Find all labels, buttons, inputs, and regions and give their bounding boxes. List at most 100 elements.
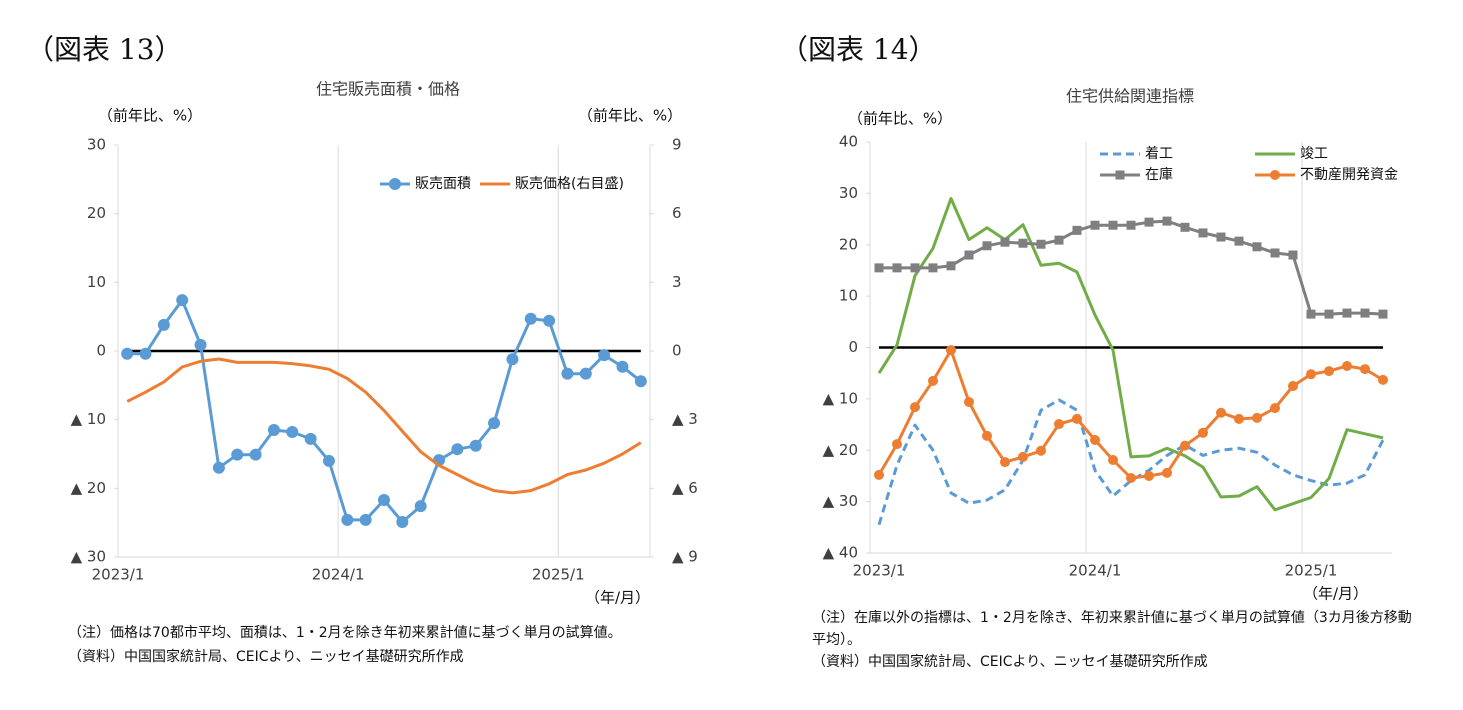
series-marker (616, 360, 629, 373)
series-line (877, 398, 1385, 526)
series-marker (1324, 309, 1334, 319)
y-tick-label: ▲ 20 (71, 479, 106, 497)
series-marker (1270, 403, 1280, 414)
series-marker (982, 241, 992, 251)
y-tick-label: ▲ 30 (823, 492, 858, 510)
legend-label: 不動産開発資金 (1300, 167, 1398, 183)
series-marker (598, 349, 611, 362)
series-marker (488, 417, 501, 430)
series-marker (946, 261, 956, 271)
series-marker (1126, 472, 1136, 483)
series-marker (1180, 440, 1190, 451)
legend-label: 販売価格(右目盛) (515, 176, 624, 192)
series-marker (1324, 366, 1334, 377)
note: （注）在庫以外の指標は、1・2月を除き、年初来累計値に基づく単月の試算値（3カ月… (812, 610, 1412, 648)
y-tick-label: ▲ 10 (71, 410, 106, 428)
y-tick-label: ▲ 20 (823, 441, 858, 459)
y-axis-label: （前年比、%） (98, 107, 202, 125)
series-marker (1378, 309, 1388, 319)
y2-tick-label: 9 (672, 136, 682, 154)
x-axis-label: （年/月） (1303, 585, 1368, 603)
note: （注）価格は70都市平均、面積は、1・2月を除き年初来累計値に基づく単月の試算値… (68, 625, 622, 641)
series-marker (139, 347, 152, 360)
x-axis-label: （年/月） (585, 589, 650, 607)
series-marker (1036, 445, 1046, 456)
y-tick-label: ▲ 30 (71, 548, 106, 566)
y-tick-label: 20 (839, 235, 858, 253)
x-tick-label: 2023/1 (92, 566, 145, 584)
series-marker (1162, 216, 1172, 226)
series-marker (579, 367, 592, 380)
legend-label: 着工 (1145, 146, 1173, 162)
series-marker (1306, 369, 1316, 380)
y-tick-label: 30 (839, 184, 858, 202)
y-axis-label: （前年比、%） (848, 110, 952, 128)
series-marker (1360, 308, 1370, 318)
y-tick-label: 0 (96, 342, 106, 360)
series-marker (1090, 220, 1100, 230)
chart-title: 住宅供給関連指標 (1066, 87, 1194, 106)
series-marker (469, 439, 482, 452)
series-marker (1216, 407, 1226, 418)
series-marker (121, 347, 134, 360)
y2-tick-label: ▲ 9 (672, 548, 698, 566)
series-marker (267, 423, 280, 436)
y-tick-label: ▲ 10 (823, 389, 858, 407)
series-marker (1036, 239, 1046, 249)
series-marker (982, 430, 992, 441)
y-tick-label: 40 (839, 133, 858, 151)
series-marker (543, 314, 556, 327)
series-marker (414, 500, 427, 513)
series-marker (1234, 413, 1244, 424)
y2-tick-label: 6 (672, 204, 682, 222)
series-marker (1342, 360, 1352, 371)
series-marker (1306, 309, 1316, 319)
series-marker (1360, 364, 1370, 375)
series-marker (359, 513, 372, 526)
series-marker (212, 461, 225, 474)
series-marker (874, 469, 884, 480)
series-marker (1054, 419, 1064, 430)
series-marker (910, 402, 920, 413)
y-tick-label: 30 (87, 136, 106, 154)
series-marker (1144, 217, 1154, 227)
legend-marker (389, 178, 401, 190)
series-marker (304, 432, 317, 445)
y-tick-label: 20 (87, 204, 106, 222)
series-marker (1000, 457, 1010, 468)
series-marker (634, 375, 647, 388)
figure-label: （図表 14） (780, 33, 937, 66)
series-marker (1108, 220, 1118, 230)
series-marker (341, 513, 354, 526)
legend-label: 在庫 (1145, 166, 1173, 183)
series-marker (1288, 381, 1298, 392)
series-marker (157, 318, 170, 331)
series-marker (194, 338, 207, 351)
series-line (126, 357, 642, 495)
y-tick-label: 0 (848, 338, 858, 356)
series-marker (928, 375, 938, 386)
x-tick-label: 2023/1 (853, 562, 906, 580)
series-marker (176, 294, 189, 307)
note: （資料）中国国家統計局、CEICより、ニッセイ基礎研究所作成 (812, 654, 1208, 670)
series-marker (396, 515, 409, 528)
series-marker (524, 312, 537, 325)
series-marker (506, 353, 519, 366)
x-tick-label: 2024/1 (1069, 562, 1122, 580)
x-tick-label: 2025/1 (532, 566, 585, 584)
y-tick-label: 10 (839, 287, 858, 305)
series-marker (928, 263, 938, 273)
series-marker (1252, 242, 1262, 252)
y2-tick-label: 3 (672, 273, 682, 291)
series-marker (1252, 412, 1262, 423)
y2-tick-label: ▲ 6 (672, 479, 698, 497)
y2-tick-label: 0 (672, 342, 682, 360)
legend-label: 販売面積 (415, 176, 471, 192)
series-marker (561, 367, 574, 380)
chart-title: 住宅販売面積・価格 (316, 80, 460, 99)
series-marker (1378, 374, 1388, 385)
series-marker (946, 345, 956, 356)
series-marker (322, 454, 335, 467)
